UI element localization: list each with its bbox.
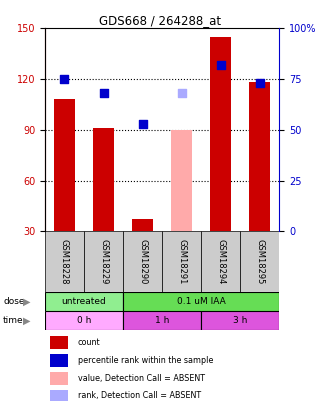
Text: GDS668 / 264288_at: GDS668 / 264288_at (100, 14, 221, 27)
Bar (50, 354, 68, 367)
Text: 0 h: 0 h (77, 316, 91, 325)
Bar (45, 292, 123, 311)
Bar (240, 231, 279, 292)
Bar (210, 37, 231, 231)
Text: GSM18295: GSM18295 (255, 239, 264, 284)
Bar (45, 311, 123, 330)
Text: GSM18228: GSM18228 (60, 239, 69, 284)
Text: dose: dose (3, 297, 25, 306)
Text: GSM18229: GSM18229 (99, 239, 108, 284)
Bar (249, 83, 271, 231)
Text: rank, Detection Call = ABSENT: rank, Detection Call = ABSENT (78, 392, 201, 401)
Text: 3 h: 3 h (233, 316, 247, 325)
Bar (201, 311, 279, 330)
Bar (93, 128, 114, 231)
Bar (45, 231, 84, 292)
Point (218, 62, 223, 68)
Text: time: time (3, 316, 24, 325)
Text: percentile rank within the sample: percentile rank within the sample (78, 356, 213, 365)
Bar (50, 336, 68, 349)
Text: ▶: ▶ (23, 315, 30, 326)
Text: untreated: untreated (62, 297, 106, 306)
Bar (171, 130, 192, 231)
Text: GSM18291: GSM18291 (177, 239, 186, 284)
Bar (50, 372, 68, 385)
Point (62, 76, 67, 82)
Text: GSM18290: GSM18290 (138, 239, 147, 284)
Text: GSM18294: GSM18294 (216, 239, 225, 284)
Text: 0.1 uM IAA: 0.1 uM IAA (177, 297, 226, 306)
Bar (84, 231, 123, 292)
Text: ▶: ▶ (23, 296, 30, 307)
Text: 1 h: 1 h (155, 316, 169, 325)
Bar (123, 292, 279, 311)
Bar (162, 231, 201, 292)
Bar (50, 390, 68, 403)
Point (179, 90, 184, 96)
Point (140, 120, 145, 127)
Bar (123, 231, 162, 292)
Bar (201, 231, 240, 292)
Text: count: count (78, 338, 100, 347)
Bar (54, 99, 75, 231)
Point (101, 90, 106, 96)
Bar (123, 311, 201, 330)
Bar (132, 220, 153, 231)
Point (257, 80, 262, 86)
Text: value, Detection Call = ABSENT: value, Detection Call = ABSENT (78, 374, 205, 383)
